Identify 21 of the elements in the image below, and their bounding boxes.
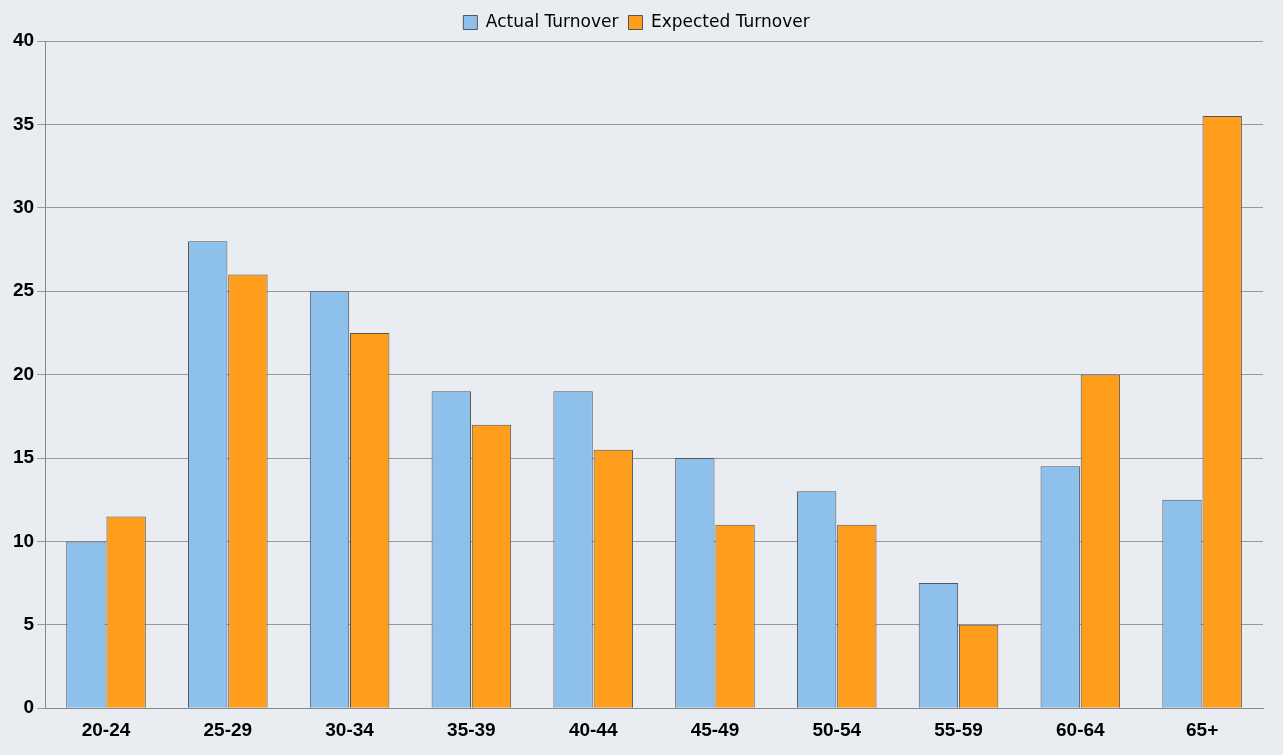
- y-tick-label: 5: [23, 613, 35, 635]
- y-tick-label: 40: [12, 29, 35, 51]
- y-tick-label: 35: [12, 112, 35, 134]
- x-tick-label: 20-24: [81, 718, 131, 740]
- x-tick-label: 65+: [1185, 718, 1219, 740]
- legend-label: Expected Turnover: [650, 10, 810, 31]
- x-tick-label: 50-54: [812, 718, 862, 740]
- x-tick-label: 25-29: [203, 718, 253, 740]
- x-tick-label: 55-59: [934, 718, 983, 740]
- y-tick-label: 30: [12, 196, 35, 218]
- x-tick-label: 30-34: [325, 718, 375, 740]
- x-tick-label: 45-49: [690, 718, 740, 740]
- y-tick-label: 25: [12, 279, 35, 301]
- x-tick-label: 35-39: [447, 718, 496, 740]
- y-tick-label: 10: [12, 529, 35, 551]
- y-tick-label: 0: [23, 696, 35, 718]
- x-tick-label: 40-44: [568, 718, 618, 740]
- y-tick-label: 20: [12, 362, 35, 384]
- y-tick-label: 15: [12, 446, 35, 468]
- legend-label: Actual Turnover: [485, 10, 619, 31]
- x-tick-label: 60-64: [1056, 718, 1106, 740]
